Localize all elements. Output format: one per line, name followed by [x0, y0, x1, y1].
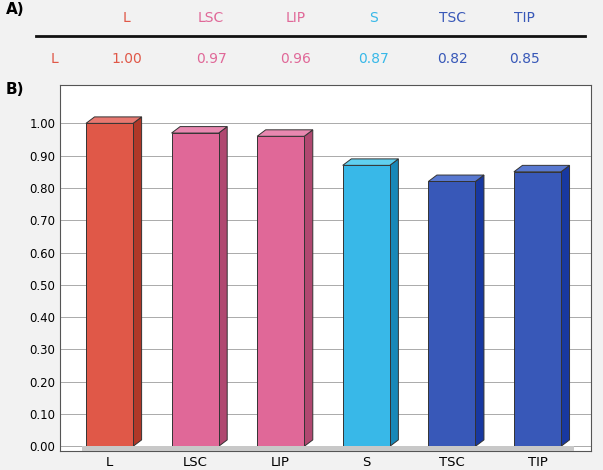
- Polygon shape: [343, 159, 399, 165]
- Text: 0.82: 0.82: [437, 52, 467, 66]
- Text: 0.97: 0.97: [196, 52, 226, 66]
- Text: LSC: LSC: [198, 11, 224, 25]
- Polygon shape: [343, 165, 390, 446]
- Polygon shape: [561, 165, 570, 446]
- Polygon shape: [257, 130, 313, 136]
- Polygon shape: [390, 159, 399, 446]
- Polygon shape: [428, 175, 484, 181]
- Text: L: L: [123, 11, 130, 25]
- Text: L: L: [51, 52, 58, 66]
- Text: A): A): [6, 1, 25, 16]
- Text: 0.85: 0.85: [510, 52, 540, 66]
- Polygon shape: [475, 175, 484, 446]
- Text: TSC: TSC: [439, 11, 466, 25]
- Polygon shape: [257, 136, 305, 446]
- Polygon shape: [172, 126, 227, 133]
- Text: LIP: LIP: [285, 11, 306, 25]
- Text: S: S: [370, 11, 378, 25]
- Polygon shape: [133, 117, 142, 446]
- Polygon shape: [305, 130, 313, 446]
- Polygon shape: [81, 446, 574, 454]
- Text: TIP: TIP: [514, 11, 535, 25]
- Polygon shape: [428, 181, 475, 446]
- Polygon shape: [219, 126, 227, 446]
- Text: 1.00: 1.00: [112, 52, 142, 66]
- Polygon shape: [514, 165, 570, 172]
- Text: 0.87: 0.87: [359, 52, 389, 66]
- Text: 0.96: 0.96: [280, 52, 311, 66]
- Text: B): B): [6, 82, 25, 97]
- Polygon shape: [172, 133, 219, 446]
- Polygon shape: [86, 117, 142, 123]
- Polygon shape: [514, 172, 561, 446]
- Polygon shape: [86, 123, 133, 446]
